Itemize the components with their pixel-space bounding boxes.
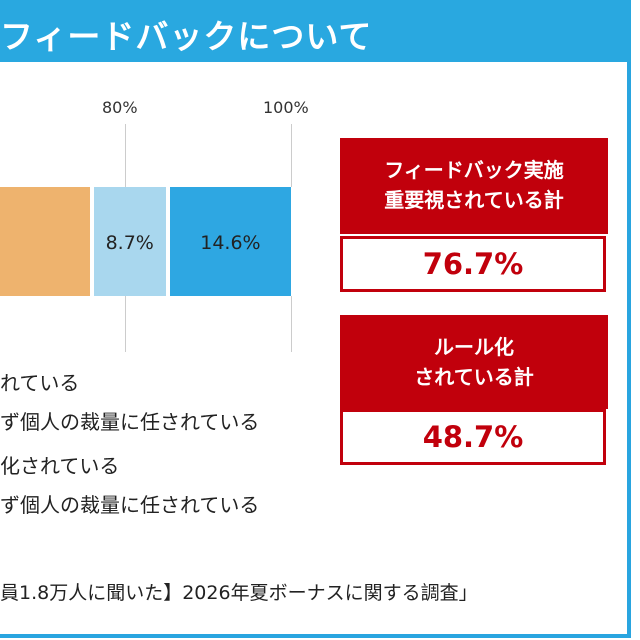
gridline-80-lower [125,296,126,352]
bar-segment-3-label: 14.6% [200,232,261,254]
callout-rule-line2: されている計 [414,365,534,389]
bar-segment-1 [0,187,90,296]
callout-feedback-value: 76.7% [340,236,606,292]
callout-feedback-heading: フィードバック実施 重要視されている計 [340,138,608,234]
gridline-100-upper [291,124,292,187]
legend-item-4: ず個人の裁量に任されている [0,493,260,517]
tick-label-100: 100% [263,98,309,117]
bar-segment-3 [169,187,291,296]
callout-rule-heading: ルール化 されている計 [340,315,608,409]
page-title: フィードバックについて [0,17,373,56]
header-bar: フィードバックについて [0,0,631,62]
source-note: 員1.8万人に聞いた】2026年夏ボーナスに関する調査」 [0,582,478,604]
legend-item-2: ず個人の裁量に任されている [0,410,260,434]
legend-item-3: 化されている [0,454,120,478]
callout-rule-value: 48.7% [340,409,606,465]
legend-item-1: れている [0,371,80,395]
bar-segment-2-label: 8.7% [105,232,154,254]
gridline-80-upper [125,124,126,187]
callout-rule-line1: ルール化 [434,335,514,359]
tick-label-80: 80% [102,98,138,117]
gridline-100-lower [291,296,292,352]
bar-segment-2 [93,187,166,296]
callout-feedback-line2: 重要視されている計 [384,188,564,212]
callout-feedback-line1: フィードバック実施 [384,158,564,182]
